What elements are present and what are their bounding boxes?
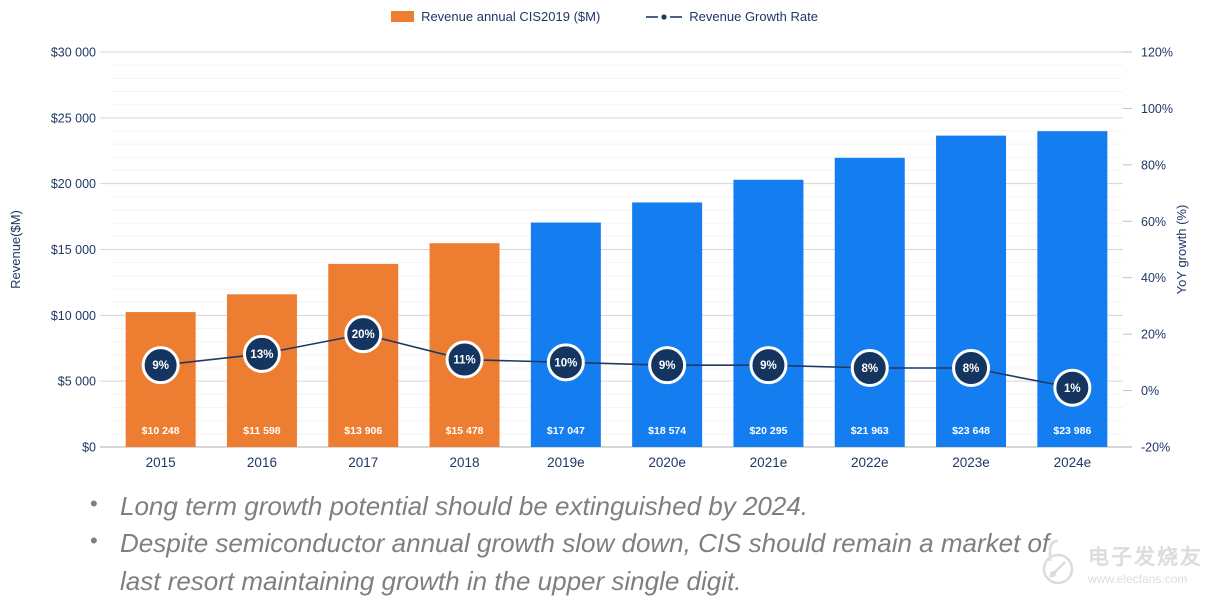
left-axis-tick-label: $5 000: [58, 375, 96, 389]
chart-legend: Revenue annual CIS2019 ($M) Revenue Grow…: [0, 9, 1209, 24]
right-axis-tick-label: 0%: [1141, 384, 1159, 398]
right-axis-title: YoY growth (%): [1174, 205, 1189, 295]
growth-marker-2016: [242, 334, 281, 373]
watermark-site-name: 电子发烧友: [1088, 545, 1203, 569]
bar-value-label-2022e: $21 963: [851, 425, 889, 437]
growth-marker-2021e: [749, 346, 788, 385]
growth-label-2016: 13%: [250, 349, 273, 361]
legend-item-revenue: Revenue annual CIS2019 ($M): [391, 9, 600, 24]
bar-2020e: [632, 202, 703, 447]
watermark: 电子发烧友 www.elecfans.com: [1038, 539, 1203, 587]
bar-value-label-2023e: $23 648: [952, 425, 990, 437]
bar-2022e: [834, 157, 905, 447]
growth-marker-2018: [445, 340, 484, 379]
bar-2023e: [936, 135, 1007, 447]
category-label-2023e: 2023e: [952, 455, 990, 470]
line-dash-dot-icon: [646, 13, 683, 20]
growth-label-2017: 20%: [352, 329, 375, 341]
growth-label-2020e: 9%: [659, 360, 676, 372]
left-axis-title: Revenue($M): [8, 210, 23, 289]
bar-value-label-2020e: $18 574: [648, 425, 686, 437]
left-axis-tick-label: $0: [82, 441, 96, 455]
bar-value-label-2019e: $17 047: [547, 425, 585, 437]
category-label-2021e: 2021e: [750, 455, 788, 470]
right-axis-tick-label: 60%: [1141, 215, 1166, 229]
right-axis-tick-label: 120%: [1141, 46, 1173, 60]
growth-marker-2015: [141, 346, 180, 385]
watermark-site-url: www.elecfans.com: [1088, 571, 1188, 586]
growth-label-2023e: 8%: [963, 363, 980, 375]
growth-marker-2024e: [1053, 368, 1092, 407]
growth-label-2022e: 8%: [861, 363, 878, 375]
growth-label-2024e: 1%: [1064, 383, 1081, 395]
right-axis-tick-label: 80%: [1141, 158, 1166, 172]
bar-2017: [328, 263, 399, 447]
category-label-2019e: 2019e: [547, 455, 585, 470]
bar-swatch-icon: [391, 11, 415, 22]
growth-marker-2023e: [952, 349, 991, 387]
left-axis-tick-label: $15 000: [51, 243, 96, 257]
elecfans-logo-icon: [1042, 539, 1074, 585]
left-axis-tick-label: $30 000: [51, 46, 96, 60]
left-axis-tick-label: $25 000: [51, 111, 96, 125]
left-axis-tick-label: $20 000: [51, 177, 96, 191]
growth-label-2019e: 10%: [554, 357, 577, 369]
category-label-2022e: 2022e: [851, 455, 889, 470]
watermark-text: 电子发烧友 www.elecfans.com: [1088, 541, 1203, 586]
category-label-2020e: 2020e: [648, 455, 686, 470]
right-axis-tick-label: 40%: [1141, 271, 1166, 285]
growth-label-2015: 9%: [152, 360, 169, 372]
bar-value-label-2024e: $23 986: [1053, 425, 1091, 437]
chart-canvas: $10 248 2015 $11 598 2016 $13 906 2017 $15 478…: [8, 46, 1189, 471]
growth-marker-2022e: [850, 349, 889, 387]
growth-marker-2020e: [648, 346, 687, 385]
bar-2021e: [733, 179, 804, 447]
notes-list: Long term growth potential should be ext…: [88, 488, 1078, 600]
category-label-2017: 2017: [348, 455, 378, 470]
bar-value-label-2017: $13 906: [344, 425, 382, 437]
legend-label-revenue: Revenue annual CIS2019 ($M): [421, 9, 601, 24]
revenue-growth-chart: Revenue annual CIS2019 ($M) Revenue Grow…: [0, 9, 1209, 471]
bar-value-label-2016: $11 598: [243, 425, 281, 437]
growth-rate-line: [160, 333, 1073, 389]
growth-label-2018: 11%: [453, 355, 475, 367]
category-label-2024e: 2024e: [1054, 455, 1092, 470]
right-axis-tick-label: -20%: [1141, 441, 1170, 455]
growth-marker-2019e: [546, 343, 585, 382]
right-axis-tick-label: 100%: [1141, 102, 1173, 116]
growth-marker-2017: [344, 315, 383, 354]
legend-label-growth-rate: Revenue Growth Rate: [689, 9, 818, 24]
growth-label-2021e: 9%: [760, 360, 777, 372]
bar-value-label-2021e: $20 295: [749, 425, 787, 437]
right-axis-tick-label: 20%: [1141, 328, 1166, 342]
category-label-2018: 2018: [450, 455, 480, 470]
category-label-2016: 2016: [247, 455, 277, 470]
bar-value-label-2015: $10 248: [142, 425, 180, 437]
note-bullet-1: Long term growth potential should be ext…: [88, 488, 1078, 525]
legend-item-growth-rate: Revenue Growth Rate: [646, 9, 818, 24]
note-bullet-2: Despite semiconductor annual growth slow…: [88, 525, 1078, 600]
left-axis-tick-label: $10 000: [51, 309, 96, 323]
bar-2019e: [530, 222, 601, 447]
category-label-2015: 2015: [146, 455, 176, 470]
bar-value-label-2018: $15 478: [446, 425, 484, 437]
